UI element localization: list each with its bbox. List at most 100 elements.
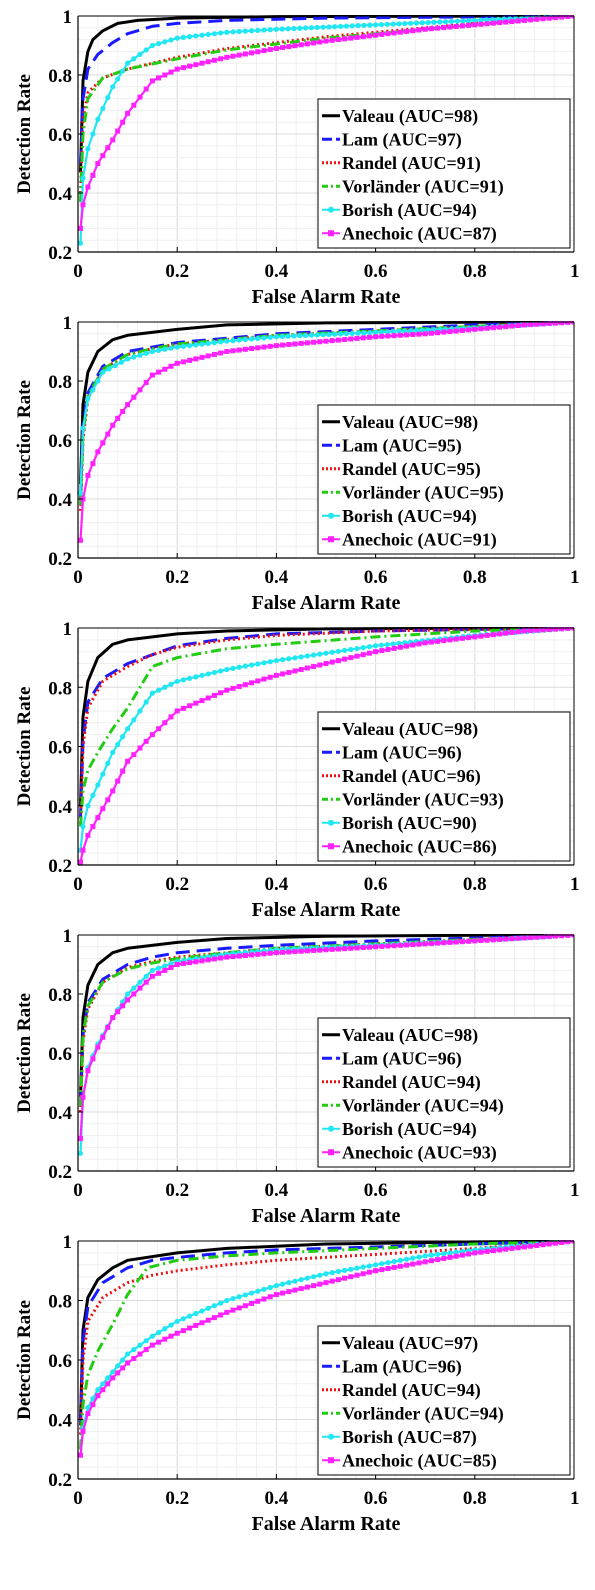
data-point: [224, 29, 230, 35]
data-point: [329, 1270, 335, 1276]
data-point: [168, 363, 174, 369]
data-point: [379, 31, 385, 37]
data-point: [422, 941, 428, 947]
data-point: [413, 20, 420, 26]
data-point: [168, 714, 174, 720]
x-tick-label: 0.6: [364, 261, 388, 282]
data-point: [428, 1258, 434, 1264]
data-point: [143, 1347, 149, 1353]
data-point: [249, 952, 255, 958]
data-point: [193, 33, 199, 39]
data-point: [478, 1249, 484, 1255]
data-point: [131, 1356, 137, 1362]
data-point: [105, 1381, 111, 1387]
data-point: [323, 650, 329, 656]
data-point: [342, 1275, 348, 1281]
data-point: [391, 1264, 397, 1270]
data-point: [410, 642, 416, 648]
data-point: [385, 333, 391, 339]
data-point: [559, 627, 565, 632]
data-point: [261, 48, 267, 54]
data-point: [174, 344, 180, 350]
data-point: [323, 947, 329, 953]
data-point: [162, 366, 168, 372]
data-point: [137, 979, 143, 985]
data-point: [546, 934, 552, 939]
data-point: [404, 332, 410, 338]
data-point: [367, 329, 373, 336]
data-point: [354, 335, 360, 341]
data-point: [302, 332, 309, 339]
data-point: [342, 647, 348, 654]
data-point: [528, 628, 534, 634]
data-point: [230, 348, 236, 354]
legend-entry: Randel (AUC=91): [342, 153, 481, 174]
data-point: [391, 1258, 397, 1265]
data-point: [125, 110, 131, 116]
y-tick-label: 0.4: [48, 1411, 72, 1432]
data-point: [366, 644, 372, 650]
data-point: [85, 1411, 91, 1417]
data-point: [236, 347, 242, 353]
y-tick-label: 0.4: [48, 184, 72, 205]
data-point: [224, 1297, 230, 1304]
data-point: [329, 649, 335, 655]
data-point: [218, 690, 224, 696]
data-point: [497, 324, 503, 330]
data-point: [459, 23, 465, 29]
y-tick-label: 0.6: [48, 1044, 72, 1065]
data-point: [373, 944, 379, 950]
data-point: [540, 321, 546, 327]
x-tick-label: 0.6: [364, 874, 388, 895]
data-point: [180, 34, 186, 40]
data-point: [156, 726, 162, 732]
data-point: [396, 21, 402, 27]
data-point: [378, 642, 385, 648]
data-point: [528, 935, 534, 941]
data-point: [149, 78, 155, 84]
data-point: [323, 338, 329, 344]
legend-box: [317, 711, 571, 862]
data-point: [180, 1328, 186, 1334]
data-point: [402, 20, 408, 27]
data-point: [360, 34, 366, 40]
data-point: [373, 22, 379, 28]
data-point: [115, 415, 121, 421]
data-point: [416, 641, 422, 647]
y-tick-label: 0.2: [48, 1470, 72, 1491]
legend-entry: Vorländer (AUC=95): [342, 482, 504, 503]
data-point: [515, 629, 521, 635]
data-point: [218, 668, 224, 674]
data-point: [174, 35, 180, 41]
data-point: [125, 726, 131, 732]
data-point: [273, 334, 279, 340]
data-point: [261, 676, 267, 682]
legend-marker: [328, 843, 334, 850]
legend-box: [317, 404, 571, 555]
data-point: [459, 1252, 465, 1258]
legend-marker: [328, 1149, 334, 1156]
data-point: [509, 323, 515, 329]
data-point: [162, 346, 168, 352]
data-point: [292, 1287, 298, 1293]
data-point: [354, 945, 360, 951]
data-point: [78, 490, 84, 496]
data-point: [279, 26, 285, 32]
data-point: [115, 1363, 121, 1369]
data-point: [292, 655, 298, 661]
data-point: [291, 333, 297, 339]
data-point: [311, 652, 317, 658]
data-point: [242, 1292, 248, 1298]
data-point: [559, 934, 565, 939]
data-point: [187, 343, 193, 349]
data-point: [162, 967, 168, 973]
data-point: [540, 934, 546, 940]
data-point: [78, 1452, 83, 1458]
data-point: [552, 1240, 558, 1246]
x-tick-label: 0.2: [165, 261, 189, 282]
data-point: [571, 627, 574, 631]
data-point: [249, 1300, 255, 1306]
data-point: [205, 957, 211, 963]
data-point: [447, 329, 453, 335]
x-tick-label: 0.4: [265, 874, 289, 895]
